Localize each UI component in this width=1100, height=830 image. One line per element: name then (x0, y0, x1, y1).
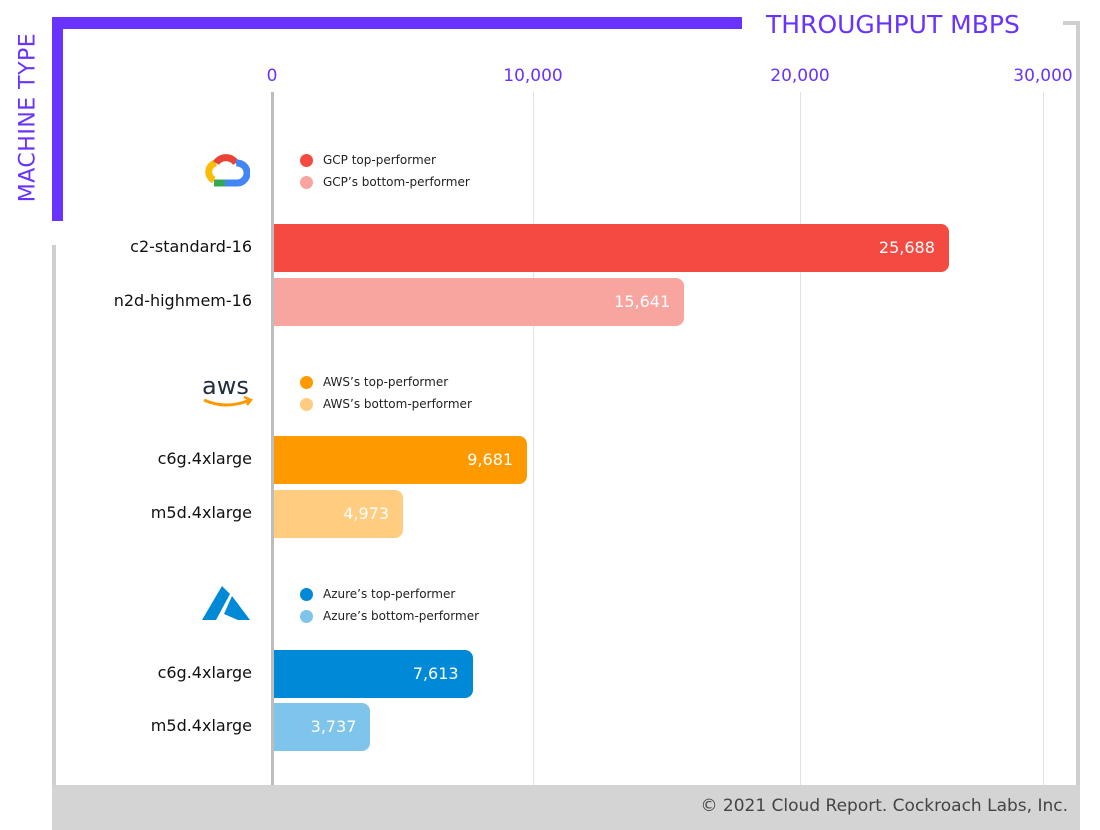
bar: 4,973 (272, 490, 404, 538)
legend-item: AWS’s top-performer (300, 375, 448, 389)
legend-item: GCP top-performer (300, 153, 436, 167)
y-axis-title: MACHINE TYPE (15, 32, 41, 203)
data-label: 25,688 (878, 238, 935, 257)
bar: 15,641 (272, 278, 685, 326)
bar: 7,613 (272, 650, 473, 698)
frame-top-right (1063, 21, 1080, 25)
bar: 3,737 (272, 703, 371, 751)
data-label: 3,737 (310, 717, 357, 736)
legend-swatch (300, 588, 313, 601)
frame-right (1076, 21, 1080, 785)
legend-swatch (300, 398, 313, 411)
gridline (800, 92, 801, 785)
category-label: m5d.4xlarge (150, 716, 252, 735)
copyright: © 2021 Cloud Report. Cockroach Labs, Inc… (700, 796, 1068, 816)
legend-label: AWS’s bottom-performer (323, 397, 472, 411)
data-label: 9,681 (467, 450, 514, 469)
legend-label: AWS’s top-performer (323, 375, 449, 389)
data-label: 4,973 (343, 504, 390, 523)
google-cloud-logo-icon (200, 150, 251, 194)
category-label: m5d.4xlarge (150, 503, 252, 522)
category-label: n2d-highmem-16 (113, 291, 252, 310)
legend-label: GCP top-performer (323, 153, 436, 167)
bar: 25,688 (272, 224, 949, 272)
x-tick-label: 0 (266, 66, 278, 86)
frame-accent-top (52, 17, 742, 29)
data-label: 15,641 (614, 292, 671, 311)
category-label: c6g.4xlarge (157, 449, 252, 468)
x-tick-label: 20,000 (770, 66, 830, 86)
svg-text:aws: aws (202, 372, 249, 400)
category-label: c2-standard-16 (130, 237, 252, 256)
legend-swatch (300, 154, 313, 167)
azure-logo-icon (200, 584, 252, 628)
legend-item: AWS’s bottom-performer (300, 397, 472, 411)
legend-swatch (300, 176, 313, 189)
legend-item: Azure’s bottom-performer (300, 609, 479, 623)
gridline (533, 92, 534, 785)
category-label: c6g.4xlarge (157, 663, 252, 682)
bar: 9,681 (272, 436, 528, 484)
legend-label: Azure’s bottom-performer (323, 609, 480, 623)
aws-logo-icon: aws (200, 372, 256, 416)
legend-swatch (300, 376, 313, 389)
legend-label: Azure’s top-performer (323, 587, 456, 601)
footer-band (52, 785, 1080, 830)
frame-accent-left (52, 17, 63, 221)
legend-item: Azure’s top-performer (300, 587, 455, 601)
legend-label: GCP’s bottom-performer (323, 175, 470, 189)
x-tick-label: 10,000 (503, 66, 563, 86)
zero-axis-line (271, 92, 274, 785)
x-axis-title: THROUGHPUT MBPS (766, 10, 1020, 39)
legend-swatch (300, 610, 313, 623)
legend-item: GCP’s bottom-performer (300, 175, 470, 189)
gridline (1043, 92, 1044, 785)
x-tick-label: 30,000 (1013, 66, 1073, 86)
frame-left (52, 245, 56, 785)
data-label: 7,613 (412, 664, 459, 683)
